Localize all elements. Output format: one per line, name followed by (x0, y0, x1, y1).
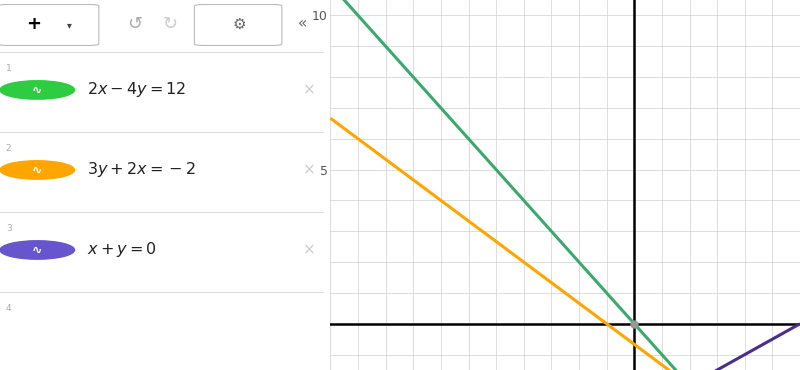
Circle shape (0, 161, 74, 179)
Text: (2, -2): (2, -2) (0, 369, 1, 370)
Text: ×: × (303, 242, 316, 258)
Text: 3: 3 (6, 224, 11, 233)
Text: ↺: ↺ (127, 15, 142, 33)
Text: ▾: ▾ (67, 20, 72, 30)
Text: 2: 2 (6, 144, 11, 153)
Text: ∿: ∿ (32, 164, 42, 177)
Text: ×: × (303, 162, 316, 178)
Text: +: + (26, 15, 42, 33)
Text: ∿: ∿ (32, 244, 42, 257)
Text: ↻: ↻ (162, 15, 178, 33)
Text: «: « (298, 17, 307, 31)
Text: ∿: ∿ (32, 84, 42, 97)
Circle shape (0, 241, 74, 259)
Text: $x + y = 0$: $x + y = 0$ (87, 240, 157, 259)
Text: $3y + 2x = -2$: $3y + 2x = -2$ (87, 161, 196, 179)
FancyBboxPatch shape (0, 4, 99, 46)
Circle shape (0, 81, 74, 99)
Text: 1: 1 (6, 64, 11, 73)
FancyBboxPatch shape (194, 4, 282, 46)
Text: ⚙: ⚙ (233, 17, 246, 31)
Text: 4: 4 (6, 305, 11, 313)
Text: ×: × (303, 83, 316, 97)
Text: $2x - 4y = 12$: $2x - 4y = 12$ (87, 80, 186, 100)
